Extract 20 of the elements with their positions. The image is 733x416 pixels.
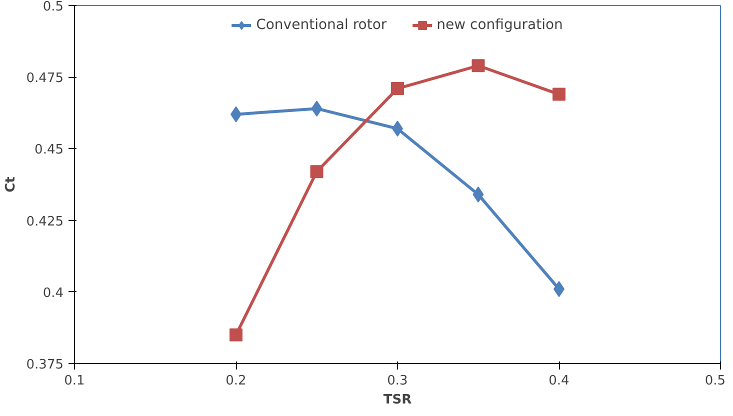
x-axis-title: TSR xyxy=(383,392,412,408)
legend-label: Conventional rotor xyxy=(256,17,387,33)
point xyxy=(552,88,566,101)
x-tick-label: 0.4 xyxy=(548,374,570,388)
point xyxy=(472,59,485,72)
y-tick-label: 0.4 xyxy=(42,286,64,301)
point xyxy=(230,328,242,342)
y-tick-label: 0.45 xyxy=(34,142,64,158)
x-tick-label: 0.1 xyxy=(64,374,85,388)
y-tick-label: 0.475 xyxy=(26,71,64,86)
y-axis-title: Ct xyxy=(3,176,18,192)
y-tick-label: 0.5 xyxy=(42,0,64,14)
x-tick-label: 0.5 xyxy=(704,374,726,388)
point xyxy=(391,82,404,96)
x-tick-label: 0.2 xyxy=(226,374,246,388)
y-tick-label: 0.375 xyxy=(26,358,64,372)
x-tick-label: 0.3 xyxy=(387,374,408,388)
point xyxy=(310,165,324,178)
legend-label: new configuration xyxy=(436,17,563,33)
y-tick-label: 0.425 xyxy=(26,214,64,230)
